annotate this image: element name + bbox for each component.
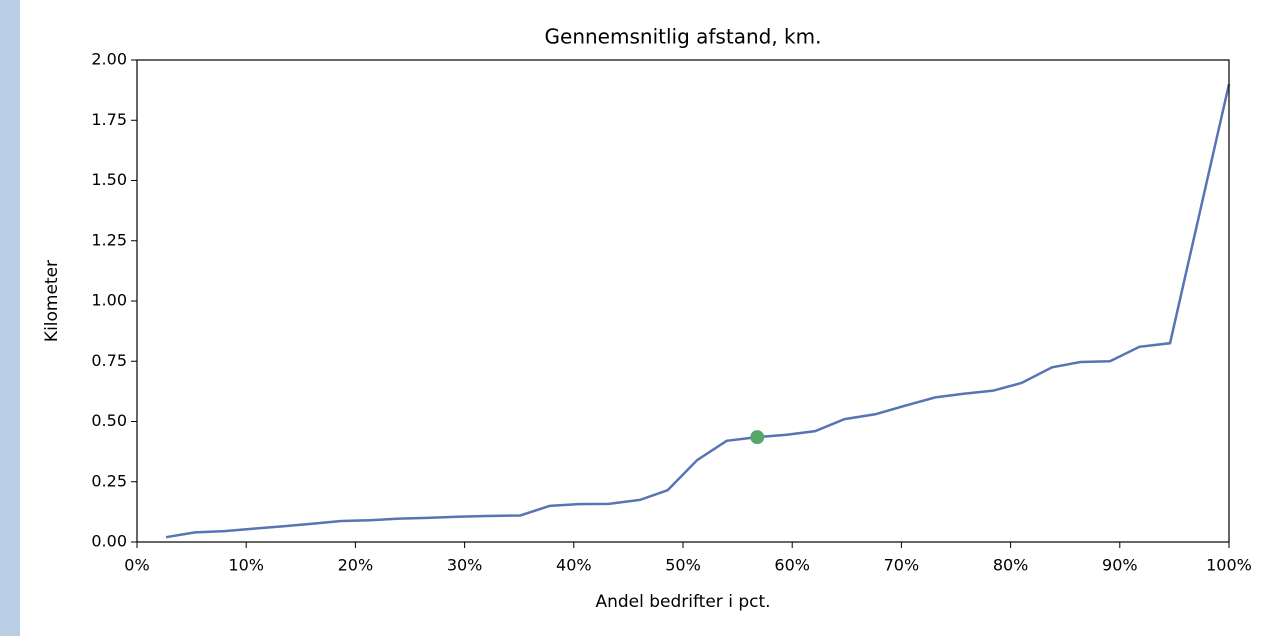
highlight-point — [750, 430, 765, 445]
x-tick-label: 100% — [1206, 556, 1252, 575]
y-tick-label: 1.75 — [91, 110, 127, 129]
x-tick-label: 70% — [884, 556, 920, 575]
x-tick-label: 30% — [447, 556, 483, 575]
y-tick-label: 0.00 — [91, 532, 127, 551]
y-tick-label: 2.00 — [91, 50, 127, 69]
chart-title: Gennemsnitlig afstand, km. — [545, 25, 822, 49]
y-tick-label: 0.25 — [91, 471, 127, 490]
x-tick-label: 80% — [993, 556, 1029, 575]
x-tick-label: 90% — [1102, 556, 1138, 575]
x-tick-label: 40% — [556, 556, 592, 575]
x-tick-label: 60% — [774, 556, 810, 575]
x-axis-label: Andel bedrifter i pct. — [595, 592, 770, 612]
line-series — [165, 83, 1231, 539]
y-tick-label: 0.50 — [91, 411, 127, 430]
x-tick-label: 10% — [228, 556, 264, 575]
side-bar — [0, 0, 20, 636]
x-tick-label: 0% — [124, 556, 149, 575]
y-axis-label: Kilometer — [42, 260, 62, 342]
y-tick-label: 1.50 — [91, 170, 127, 189]
y-tick-label: 1.25 — [91, 230, 127, 249]
y-tick-label: 1.00 — [91, 291, 127, 310]
plot-frame — [136, 59, 1230, 543]
x-tick-label: 20% — [338, 556, 374, 575]
x-tick-label: 50% — [665, 556, 701, 575]
y-tick-label: 0.75 — [91, 351, 127, 370]
